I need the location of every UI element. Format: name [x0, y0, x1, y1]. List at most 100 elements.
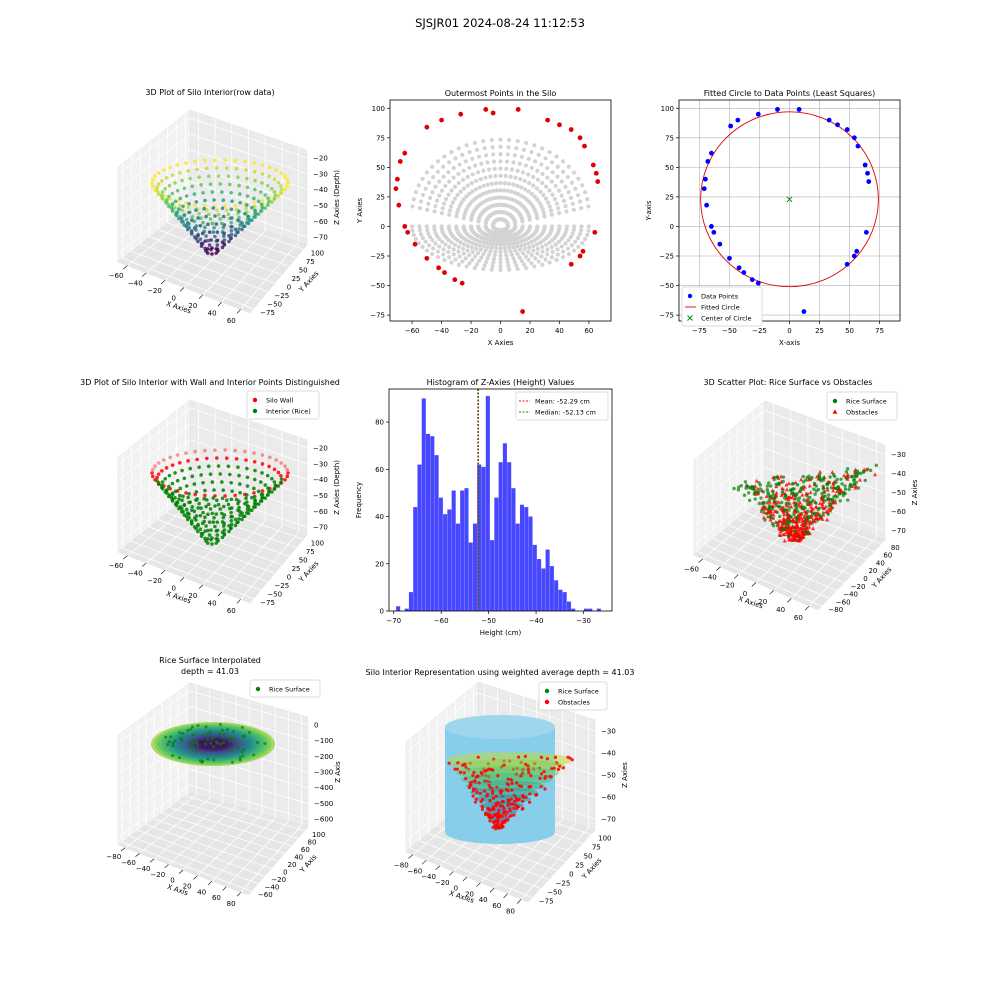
outer-point — [436, 265, 442, 271]
data-point — [250, 205, 254, 210]
x-tick-label: 0 — [170, 877, 174, 885]
obstacle-point — [777, 518, 782, 523]
data-point — [170, 173, 175, 177]
interior-point — [560, 255, 566, 260]
data-point — [234, 457, 239, 461]
rice-point — [167, 740, 171, 744]
obstacle-point — [570, 758, 574, 762]
data-point — [150, 184, 155, 189]
interior-point — [481, 240, 486, 245]
grid-line — [764, 429, 886, 474]
obstacle-point — [817, 469, 822, 474]
histogram-bar — [554, 580, 559, 611]
outer-point — [577, 135, 583, 141]
histogram-bar — [494, 497, 499, 611]
interior-point — [417, 228, 422, 233]
data-point — [252, 169, 257, 174]
data-point — [213, 158, 217, 162]
data-point — [252, 204, 257, 209]
interior-point — [426, 201, 431, 206]
data-point — [705, 159, 711, 164]
grid-line — [117, 423, 191, 482]
data-point — [209, 528, 213, 532]
data-point — [230, 489, 234, 493]
interior-point — [477, 258, 482, 264]
data-point — [727, 255, 732, 261]
outer-point — [595, 179, 601, 184]
data-point — [253, 215, 257, 219]
interior-point — [514, 146, 519, 151]
rice-point — [222, 736, 226, 740]
rice-point — [786, 534, 791, 539]
data-point — [224, 166, 229, 170]
data-point — [279, 473, 283, 478]
data-point — [175, 188, 180, 193]
data-point — [203, 198, 207, 203]
interior-point — [447, 208, 453, 213]
interior-point — [557, 227, 562, 232]
data-point — [224, 208, 229, 213]
data-point — [165, 201, 169, 206]
data-point — [796, 107, 802, 112]
interior-point — [512, 259, 517, 265]
rice-point — [758, 487, 762, 491]
obstacle-point — [534, 793, 538, 797]
data-point — [199, 506, 203, 510]
data-point — [184, 507, 189, 512]
interior-point — [498, 152, 503, 157]
obstacle-point — [797, 517, 802, 522]
data-point — [237, 473, 241, 478]
interior-point — [449, 260, 454, 265]
rice-point — [795, 515, 800, 520]
obstacle-point — [467, 786, 471, 790]
interior-point — [526, 249, 531, 255]
legend-label: Data Points — [701, 293, 739, 301]
obstacle-point — [864, 467, 869, 472]
data-point — [229, 224, 233, 229]
obstacle-point — [792, 532, 797, 537]
obstacle-point — [795, 534, 800, 538]
interior-point — [539, 203, 544, 209]
data-point — [201, 510, 205, 515]
obstacle-point — [491, 825, 495, 829]
interior-point — [488, 174, 493, 179]
rice-point — [845, 467, 850, 471]
obstacle-point — [500, 826, 504, 830]
interior-point — [489, 137, 494, 143]
interior-point — [456, 262, 461, 267]
interior-point — [585, 232, 590, 238]
interior-point — [433, 230, 438, 235]
data-point — [236, 465, 240, 469]
data-point — [170, 191, 175, 196]
interior-point — [504, 166, 509, 171]
obstacle-point — [786, 481, 791, 486]
obstacle-point — [795, 524, 800, 529]
outer-point — [580, 248, 586, 254]
interior-point — [540, 244, 545, 250]
x-tick-label: 0 — [787, 327, 791, 335]
data-point — [173, 206, 177, 210]
histogram-bar — [571, 608, 576, 611]
interior-point — [549, 226, 554, 232]
legend-box — [681, 286, 763, 327]
grid-line — [240, 531, 299, 600]
interior-point — [511, 245, 516, 250]
outer-point — [396, 202, 402, 208]
interior-point — [545, 166, 550, 171]
interior-point — [437, 179, 442, 184]
data-point — [244, 206, 248, 211]
obstacle-point — [791, 537, 796, 541]
obstacle-point — [798, 526, 803, 531]
obstacle-point — [512, 806, 516, 811]
z-tick-label: −50 — [313, 202, 328, 210]
interior-point — [517, 255, 522, 260]
data-point — [150, 474, 155, 479]
grid-line — [145, 824, 272, 869]
data-point — [175, 503, 179, 508]
interior-point — [420, 244, 425, 250]
x-tick-label: 50 — [845, 327, 854, 335]
x-tick-label: 0 — [743, 590, 747, 598]
obstacle-point — [857, 477, 862, 482]
interior-point — [524, 265, 529, 271]
interior-point — [522, 187, 528, 192]
